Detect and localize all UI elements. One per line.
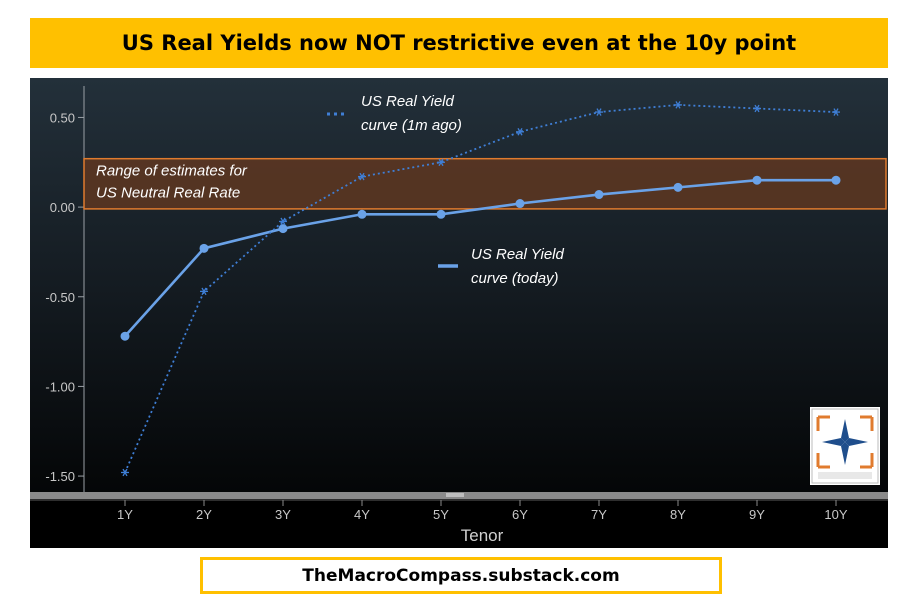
x-tick-label: 1Y [117, 507, 133, 522]
series-point-today [831, 175, 841, 185]
star-stroke [596, 108, 602, 116]
chart-title: US Real Yields now NOT restrictive even … [30, 18, 888, 68]
x-tick-label: 9Y [749, 507, 765, 522]
y-tick-label: -0.50 [45, 290, 75, 305]
series-point-1m-ago [753, 104, 761, 113]
x-tick-label: 6Y [512, 507, 528, 522]
y-tick-label: 0.00 [50, 200, 75, 215]
x-tick-label: 4Y [354, 507, 370, 522]
star-stroke [675, 101, 681, 109]
series-point-today [594, 190, 604, 200]
x-axis-title: Tenor [461, 526, 504, 545]
y-tick-label: 0.50 [50, 110, 75, 125]
series-point-1m-ago [674, 101, 682, 109]
series-point-1m-ago [358, 172, 366, 181]
star-stroke [201, 287, 207, 296]
label-layer: Range of estimates for US Neutral Real Ra… [96, 93, 564, 287]
series-point-today [752, 175, 762, 185]
chart-frame: 0.50 0.00 -0.50 -1.00 -1.50 1Y 2Y 3Y 4Y 5Y 6Y 7Y 8Y 9… [30, 78, 888, 548]
series-line-1m-ago [124, 103, 837, 473]
star-stroke [359, 172, 365, 181]
star-stroke [754, 104, 760, 113]
star-stroke [833, 108, 839, 116]
x-tick-label: 8Y [670, 507, 686, 522]
star-stroke [280, 217, 286, 226]
series-point-today [673, 182, 683, 192]
series-point-1m-ago [121, 468, 129, 477]
x-tick-label: 10Y [824, 507, 847, 522]
legend-label-today: US Real Yield [471, 246, 564, 263]
chart-svg: 0.50 0.00 -0.50 -1.00 -1.50 1Y 2Y 3Y 4Y 5Y 6Y 7Y 8Y 9… [30, 86, 888, 548]
splitter-handle [446, 493, 464, 497]
series-point-today [515, 199, 525, 209]
series-point-1m-ago [200, 287, 208, 296]
legend-label-today: curve (today) [471, 270, 559, 287]
axes-layer: 0.50 0.00 -0.50 -1.00 -1.50 1Y 2Y 3Y 4Y 5Y 6Y 7Y 8Y 9… [30, 86, 888, 548]
series-point-1m-ago [437, 158, 445, 167]
x-tick-label: 2Y [196, 507, 212, 522]
y-tick-label: -1.50 [45, 469, 75, 484]
star-stroke [517, 128, 523, 136]
x-tick-label: 7Y [591, 507, 607, 522]
macrocompass-logo [810, 407, 880, 485]
series-point-today [120, 331, 130, 341]
y-tick-label: -1.00 [45, 379, 75, 394]
series-point-1m-ago [279, 217, 287, 226]
series-point-today [278, 224, 288, 234]
legend-label-1m-ago: US Real Yield [361, 93, 454, 110]
star-stroke [122, 468, 128, 477]
star-stroke [438, 158, 444, 167]
series-point-today [436, 209, 446, 219]
series-point-today [199, 243, 209, 253]
series-point-1m-ago [832, 108, 840, 116]
legend-label-1m-ago: curve (1m ago) [361, 117, 462, 134]
band-label: US Neutral Real Rate [96, 185, 240, 202]
series-layer [120, 101, 841, 477]
series-point-1m-ago [595, 108, 603, 116]
band-label: Range of estimates for [96, 163, 248, 180]
series-line-today [124, 178, 836, 338]
series-point-1m-ago [516, 128, 524, 136]
x-tick-label: 5Y [433, 507, 449, 522]
footer-source: TheMacroCompass.substack.com [200, 557, 722, 594]
x-axis-strip [30, 499, 888, 548]
x-tick-label: 3Y [275, 507, 291, 522]
series-point-today [357, 209, 367, 219]
